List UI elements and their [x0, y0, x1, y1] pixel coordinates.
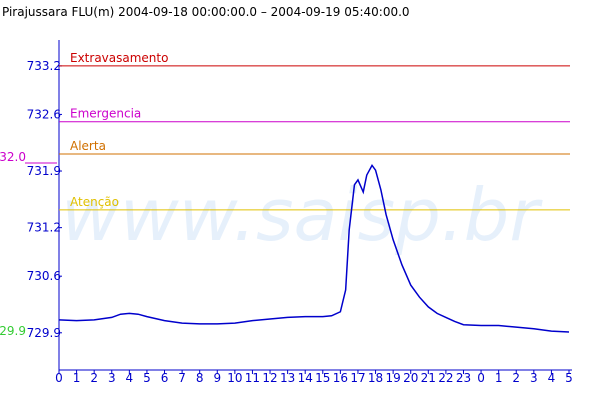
- y-tick-label: 733.2: [27, 59, 61, 73]
- x-tick-label: 11: [245, 371, 260, 385]
- x-tick-label: 18: [368, 371, 383, 385]
- x-tick-label: 5: [143, 371, 151, 385]
- x-tick-label: 1: [73, 371, 81, 385]
- x-tick-label: 19: [385, 371, 400, 385]
- y-tick-label: 730.6: [27, 269, 61, 283]
- x-tick-label: 21: [421, 371, 436, 385]
- threshold-label: Alerta: [70, 139, 106, 153]
- y-tick-label: 731.9: [27, 164, 61, 178]
- x-tick-label: 6: [161, 371, 169, 385]
- x-tick-label: 20: [403, 371, 418, 385]
- x-tick-label: 7: [178, 371, 186, 385]
- marker-label: 729.9: [0, 324, 26, 338]
- threshold-label: Emergencia: [70, 107, 141, 121]
- y-tick-label: 732.6: [27, 107, 61, 121]
- y-tick-label: 731.2: [27, 221, 61, 235]
- x-tick-label: 4: [548, 371, 556, 385]
- threshold-label: Extravasamento: [70, 51, 168, 65]
- data-line: [58, 163, 570, 333]
- x-tick-label: 3: [530, 371, 538, 385]
- x-tick-label: 10: [227, 371, 242, 385]
- x-tick-label: 14: [298, 371, 313, 385]
- x-tick-label: 17: [350, 371, 365, 385]
- chart-title: Pirajussara FLU(m) 2004-09-18 00:00:00.0…: [2, 5, 410, 19]
- marker-label: 732.0: [0, 150, 26, 164]
- x-tick-label: 1: [495, 371, 503, 385]
- x-tick-label: 13: [280, 371, 295, 385]
- watermark: www.saisp.br: [61, 173, 543, 257]
- x-tick-label: 4: [126, 371, 134, 385]
- y-tick-label: 729.9: [27, 326, 61, 340]
- x-tick-label: 2: [90, 371, 98, 385]
- x-tick-label: 0: [477, 371, 485, 385]
- x-tick-label: 12: [262, 371, 277, 385]
- threshold-label: Atenção: [70, 195, 119, 209]
- x-tick-label: 22: [438, 371, 453, 385]
- x-tick-label: 5: [565, 371, 573, 385]
- x-tick-label: 9: [213, 371, 221, 385]
- x-tick-label: 23: [456, 371, 471, 385]
- x-tick-label: 0: [55, 371, 63, 385]
- x-tick-label: 2: [512, 371, 520, 385]
- x-tick-label: 8: [196, 371, 204, 385]
- x-tick-label: 3: [108, 371, 116, 385]
- x-tick-label: 16: [333, 371, 348, 385]
- x-tick-label: 15: [315, 371, 330, 385]
